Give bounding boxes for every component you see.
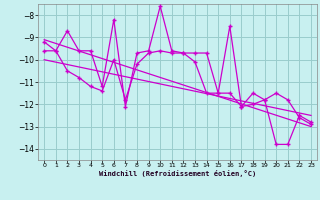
X-axis label: Windchill (Refroidissement éolien,°C): Windchill (Refroidissement éolien,°C) (99, 170, 256, 177)
